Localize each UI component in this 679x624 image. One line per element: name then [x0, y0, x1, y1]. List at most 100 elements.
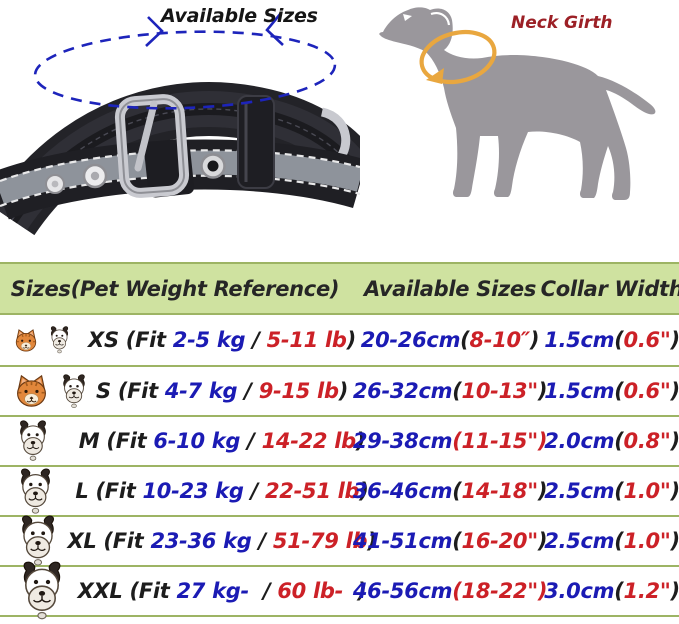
dog-icon — [57, 373, 91, 409]
table-row-xl: XL (Fit 23-36 kg / 51-79 lb) 41-51cm(16-2… — [0, 515, 679, 567]
text-segment: ) — [367, 529, 377, 553]
text-segment: 1.5cm — [544, 379, 615, 403]
size-chart-table: Sizes(Pet Weight Reference) Available Si… — [0, 262, 679, 620]
available-sizes-value: 46-56cm (18-22") — [352, 567, 548, 615]
neck-girth-label: Neck Girth — [511, 13, 613, 33]
text-segment: 60 lb- — [277, 579, 344, 603]
dog-icon — [13, 420, 53, 462]
text-segment: 4-7 kg — [164, 379, 238, 403]
text-segment: ) — [343, 579, 367, 603]
text-segment: ) — [355, 429, 366, 453]
pet-icons — [13, 467, 58, 515]
text-segment: ) — [670, 379, 679, 403]
table-row-m: M (Fit 6-10 kg / 14-22 lb) 29-38cm (11-15"… — [0, 417, 679, 467]
text-segment: XXL (Fit — [77, 579, 177, 603]
text-segment: ( — [452, 479, 462, 503]
text-segment: ( — [614, 379, 624, 403]
text-segment: 36-46cm — [352, 479, 453, 503]
available-sizes-value: 26-32cm(10-13") — [352, 367, 548, 415]
text-segment: 0.6" — [623, 328, 671, 352]
dog-icon — [13, 561, 71, 621]
text-segment: 2.0cm — [544, 429, 615, 453]
dog-icon — [13, 515, 63, 567]
table-header: Sizes(Pet Weight Reference) Available Si… — [0, 262, 679, 315]
text-segment: ) — [670, 429, 679, 453]
text-segment: ( — [614, 328, 624, 352]
text-segment: 3.0cm — [544, 579, 615, 603]
text-segment: 51-79 lb — [272, 529, 368, 553]
text-segment: 1.0" — [623, 529, 671, 553]
size-table-body: XS (Fit 2-5 kg / 5-11 lb) 20-26cm(8-10″) 1… — [0, 315, 679, 620]
size-label: XL (Fit 23-36 kg / 51-79 lb) — [67, 517, 376, 565]
text-segment: ) — [537, 479, 548, 503]
collar-photo-illustration — [0, 12, 360, 236]
pet-icons — [13, 515, 63, 567]
header-available-sizes: Available Sizes — [363, 276, 537, 301]
available-sizes-label: Available Sizes — [161, 5, 318, 27]
text-segment: ) — [346, 328, 357, 352]
pet-icons — [13, 561, 71, 620]
text-segment: S (Fit — [96, 379, 165, 403]
collar-width-value: 2.5cm(1.0") — [544, 467, 679, 515]
text-segment: L (Fit — [75, 479, 143, 503]
dog-silhouette — [379, 7, 656, 201]
text-segment: M (Fit — [78, 429, 154, 453]
collar-width-value: 1.5cm(0.6") — [544, 315, 679, 365]
neck-girth-arrow — [419, 29, 497, 85]
text-segment: ) — [670, 579, 679, 603]
size-label: XS (Fit 2-5 kg / 5-11 lb) — [88, 315, 356, 365]
text-segment: ( — [614, 529, 624, 553]
text-segment: 29-38cm — [352, 429, 453, 453]
text-segment: 5-11 lb — [266, 328, 347, 352]
available-sizes-value: 20-26cm(8-10″) — [352, 315, 548, 365]
text-segment: 20-26cm — [360, 328, 461, 352]
text-segment: / — [248, 579, 278, 603]
text-segment: / — [240, 429, 262, 453]
table-row-xs: XS (Fit 2-5 kg / 5-11 lb) 20-26cm(8-10″) 1… — [0, 315, 679, 367]
text-segment: 46-56cm — [352, 579, 453, 603]
text-segment: 10-23 kg — [142, 479, 244, 503]
size-label: M (Fit 6-10 kg / 14-22 lb) — [79, 417, 366, 465]
collar-width-value: 3.0cm(1.2") — [544, 567, 679, 615]
text-segment: ( — [614, 429, 624, 453]
text-segment: 1.0" — [623, 479, 671, 503]
pet-icons — [13, 417, 53, 465]
available-sizes-dashed-ellipse — [33, 12, 337, 110]
header-sizes-pet-weight: Sizes(Pet Weight Reference) — [10, 276, 340, 301]
text-segment: ( — [452, 379, 462, 403]
text-segment: ( — [614, 479, 624, 503]
text-segment: 0.6" — [623, 379, 671, 403]
hero-illustration: Available Sizes Neck Girth — [0, 0, 679, 262]
text-segment: 2.5cm — [544, 479, 615, 503]
text-segment: ( — [614, 579, 624, 603]
header-collar-width: Collar Width — [540, 276, 679, 301]
collar-width-value: 2.5cm(1.0") — [544, 517, 679, 565]
text-segment: ) — [359, 479, 369, 503]
available-sizes-value: 29-38cm (11-15") — [352, 417, 548, 465]
text-segment: (11-15") — [452, 429, 548, 453]
collar-width-value: 1.5cm(0.6") — [544, 367, 679, 415]
text-segment: ) — [537, 379, 548, 403]
text-segment: 0.8" — [623, 429, 671, 453]
text-segment: XL (Fit — [67, 529, 151, 553]
text-segment: 8-10″ — [469, 328, 530, 352]
text-segment: 41-51cm — [352, 529, 453, 553]
text-segment: 16-20" — [461, 529, 539, 553]
cat-icon — [13, 327, 39, 354]
text-segment: / — [243, 479, 265, 503]
size-label: L (Fit 10-23 kg / 22-51 lb) — [75, 467, 369, 515]
text-segment: / — [251, 529, 273, 553]
text-segment: ) — [670, 328, 679, 352]
text-segment: 14-18" — [461, 479, 539, 503]
dog-icon — [13, 467, 58, 515]
text-segment: ( — [452, 529, 462, 553]
size-label: XXL (Fit 27 kg- / 60 lb- ) — [78, 567, 367, 615]
text-segment: 14-22 lb — [261, 429, 357, 453]
text-segment: 27 kg- — [176, 579, 250, 603]
text-segment: / — [237, 379, 259, 403]
text-segment: 9-15 lb — [258, 379, 339, 403]
text-segment: 1.2" — [623, 579, 671, 603]
text-segment: 26-32cm — [352, 379, 453, 403]
text-segment: (18-22") — [452, 579, 548, 603]
